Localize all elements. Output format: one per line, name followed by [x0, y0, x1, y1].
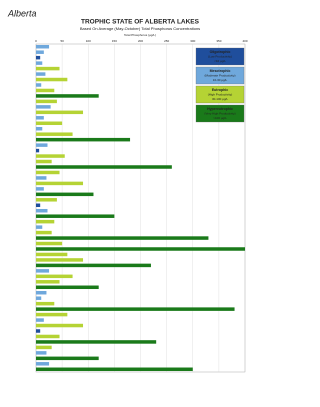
bar: [36, 181, 84, 186]
bar: [36, 334, 60, 339]
bar: [36, 88, 55, 93]
x-tick-label: 350: [216, 39, 221, 43]
legend-box: [195, 47, 245, 66]
bar: [36, 340, 157, 344]
bar: [36, 296, 42, 300]
x-tick-label: 150: [112, 39, 117, 43]
x-tick-label: 100: [86, 39, 91, 43]
x-tick-label: 50: [60, 39, 64, 43]
legend-range: <10 µg/L: [214, 59, 226, 63]
bar: [36, 351, 47, 355]
legend-box: [195, 104, 245, 123]
bar: [36, 356, 99, 361]
x-tick-label: 300: [190, 39, 195, 43]
bar: [36, 116, 44, 120]
legend-note: (Very High Productivity): [204, 111, 235, 115]
bar: [36, 192, 94, 197]
legend-range: >100 µg/L: [213, 116, 227, 120]
bar: [36, 105, 51, 109]
bar: [36, 176, 47, 180]
x-tick-label: 250: [164, 39, 169, 43]
bar: [36, 362, 50, 366]
x-axis-label: Total Phosphorus (µg/L): [124, 33, 156, 37]
bar: [36, 83, 42, 87]
bar: [36, 208, 48, 213]
bar: [36, 170, 60, 175]
bar: [36, 55, 41, 60]
bar: [36, 154, 65, 158]
chart-subtitle: Based On Average (May-October) Total Pho…: [80, 26, 200, 31]
x-tick-label: 0: [35, 39, 37, 43]
bar: [36, 219, 55, 224]
bar: [36, 203, 41, 208]
bar: [36, 72, 46, 76]
legend-name: Eutrophic: [212, 88, 228, 92]
legend-name: Hypereutrophic: [207, 107, 233, 111]
bar: [36, 137, 131, 142]
bar: [36, 263, 151, 268]
bar: [36, 225, 43, 229]
bar: [36, 280, 60, 284]
bar: [36, 285, 99, 290]
bar: [36, 99, 57, 104]
bar: [36, 290, 47, 295]
logo: Alberta: [7, 8, 37, 18]
bar: [36, 252, 68, 257]
bar: [36, 312, 68, 317]
bar: [36, 329, 41, 333]
legend-note: (High Productivity): [208, 92, 233, 96]
legend-note: (Low Productivity): [208, 54, 232, 58]
chart-title: TROPHIC STATE OF ALBERTA LAKES: [81, 19, 200, 26]
bar: [36, 241, 63, 246]
bar: [36, 148, 40, 153]
legend-box: [195, 85, 245, 104]
legend-name: Oligotrophic: [210, 50, 231, 54]
legend-range: 30-100 µg/L: [212, 97, 228, 101]
bar: [36, 159, 52, 164]
bar: [36, 132, 73, 136]
legend-note: (Moderate Productivity): [204, 73, 235, 77]
bar: [36, 44, 50, 49]
bar: [36, 367, 193, 372]
legend-range: 10-30 µg/L: [213, 78, 228, 82]
bar: [36, 236, 209, 240]
bar: [36, 66, 60, 71]
bar: [36, 258, 84, 262]
legend-box: [195, 66, 245, 85]
bar: [36, 214, 115, 218]
bar: [36, 269, 50, 273]
bar: [36, 94, 99, 98]
bar: [36, 143, 48, 147]
bar: [36, 318, 44, 322]
bar: [36, 110, 84, 115]
bar: [36, 230, 52, 235]
bar: [36, 50, 44, 54]
bar: [36, 323, 84, 328]
chart: Alberta TROPHIC STATE OF ALBERTA LAKES B…: [7, 8, 248, 373]
bar: [36, 187, 44, 191]
x-tick-label: 400: [242, 39, 247, 43]
bar: [36, 121, 63, 126]
bar: [36, 165, 172, 169]
legend-name: Mesotrophic: [210, 69, 231, 73]
bar: [36, 61, 43, 65]
bar: [36, 307, 235, 311]
bar: [36, 126, 43, 131]
bar: [36, 247, 245, 251]
bar: [36, 198, 57, 202]
bar: [36, 345, 52, 350]
bar: [36, 77, 68, 82]
bar: [36, 301, 55, 306]
bar: [36, 274, 73, 279]
x-tick-label: 200: [138, 39, 143, 43]
